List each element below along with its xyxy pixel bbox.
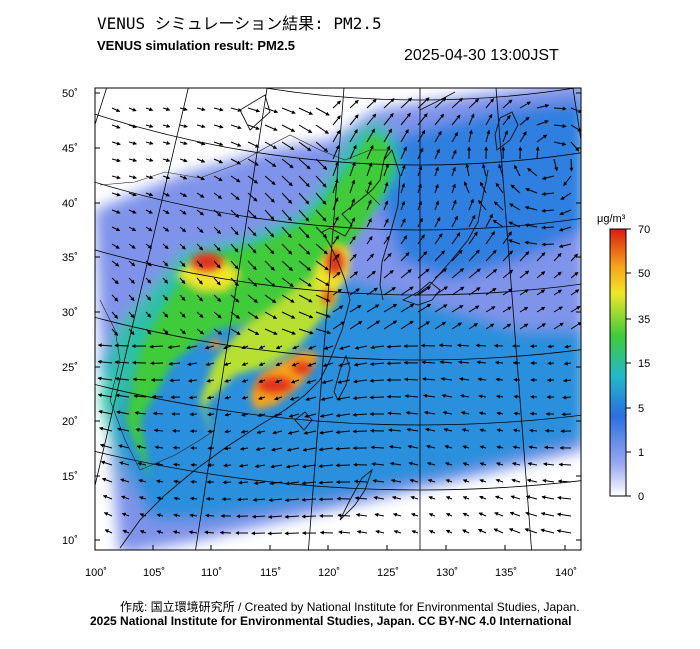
pm25-map: 50˚ 45˚ 40˚ 35˚ 30˚ 25˚ 20˚ 15˚ 10˚ 100˚ 105˚ 110˚…: [62, 87, 650, 579]
lat-tick-label: 30˚: [62, 307, 78, 319]
lat-tick-label: 50˚: [62, 88, 78, 100]
lon-tick-label: 100˚: [85, 567, 107, 579]
colorbar-tick-label: 5: [638, 403, 644, 415]
lat-tick-label: 35˚: [62, 252, 78, 264]
title-english: VENUS simulation result: PM2.5: [97, 38, 295, 53]
lon-tick-label: 120˚: [318, 567, 340, 579]
latitude-axis: 50˚ 45˚ 40˚ 35˚ 30˚ 25˚ 20˚ 15˚ 10˚: [62, 88, 581, 547]
colorbar-tick-label: 70: [638, 224, 650, 236]
lon-tick-label: 125˚: [377, 567, 399, 579]
colorbar-tick-label: 1: [638, 447, 644, 459]
lat-tick-label: 15˚: [62, 471, 78, 483]
lon-tick-label: 135˚: [495, 567, 517, 579]
lat-tick-label: 45˚: [62, 143, 78, 155]
lon-tick-label: 105˚: [143, 567, 165, 579]
forecast-timestamp: 2025-04-30 13:00JST: [404, 47, 559, 64]
colorbar: μg/m³ 70 50 35 15 5 1 0: [597, 213, 650, 503]
colorbar-tick-label: 35: [638, 314, 650, 326]
graticule-lines: [95, 88, 581, 550]
lon-tick-label: 115˚: [260, 567, 281, 579]
title-japanese: VENUS シミュレーション結果: PM2.5: [97, 14, 382, 33]
lat-tick-label: 40˚: [62, 198, 78, 210]
credit-line: 作成: 国立環境研究所 / Created by National Instit…: [120, 600, 580, 614]
wind-vectors: [97, 97, 581, 536]
lon-tick-label: 130˚: [436, 567, 458, 579]
colorbar-tick-label: 0: [638, 491, 644, 503]
colorbar-tick-label: 15: [638, 358, 650, 370]
lat-tick-label: 25˚: [62, 362, 78, 374]
lon-tick-label: 110˚: [201, 567, 222, 579]
lat-tick-label: 20˚: [62, 416, 78, 428]
license-line: 2025 National Institute for Environmenta…: [90, 614, 572, 628]
colorbar-tick-label: 50: [638, 268, 650, 280]
longitude-axis: 100˚ 105˚ 110˚ 115˚ 120˚ 125˚ 130˚ 135˚ 140˚: [85, 545, 577, 579]
colorbar-ticks: 70 50 35 15 5 1 0: [626, 224, 650, 503]
map-canvas: [95, 88, 581, 550]
lon-tick-label: 140˚: [555, 567, 577, 579]
colorbar-gradient: [609, 228, 627, 497]
map-frame: [94, 87, 582, 551]
colorbar-unit: μg/m³: [597, 213, 626, 225]
lat-tick-label: 10˚: [62, 535, 78, 547]
